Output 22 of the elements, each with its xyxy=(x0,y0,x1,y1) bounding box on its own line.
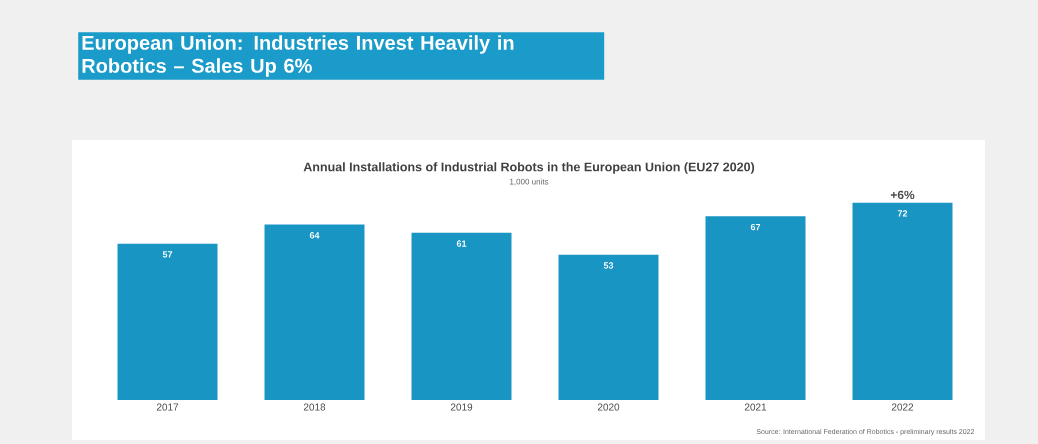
x-tick-label: 2017 xyxy=(156,403,179,411)
bar xyxy=(117,243,218,400)
x-tick-label: 2018 xyxy=(303,403,326,411)
data-label: 57 xyxy=(162,251,173,258)
data-label: 53 xyxy=(603,262,614,269)
data-label: 61 xyxy=(456,240,467,247)
bar xyxy=(411,232,512,400)
bar xyxy=(705,216,806,400)
x-tick-label: 2022 xyxy=(891,403,914,411)
chart-subtitle: Annual Installations of Industrial Robots in the European Union (EU27 2020) xyxy=(303,162,755,174)
data-label: 64 xyxy=(309,232,320,239)
annotation: +6% xyxy=(890,190,915,200)
data-label: 72 xyxy=(897,210,908,217)
bar xyxy=(264,224,365,400)
y-axis-title: 1,000 units xyxy=(510,178,549,186)
data-label: 67 xyxy=(750,223,761,231)
x-tick-label: 2020 xyxy=(597,403,620,411)
bar xyxy=(852,202,953,400)
bar xyxy=(558,254,659,400)
x-tick-label: 2021 xyxy=(744,403,767,411)
chart-title: European Union: Industries Invest Heavily in Robotics – Sales Up 6% xyxy=(82,35,514,77)
x-tick-label: 2019 xyxy=(450,403,473,411)
